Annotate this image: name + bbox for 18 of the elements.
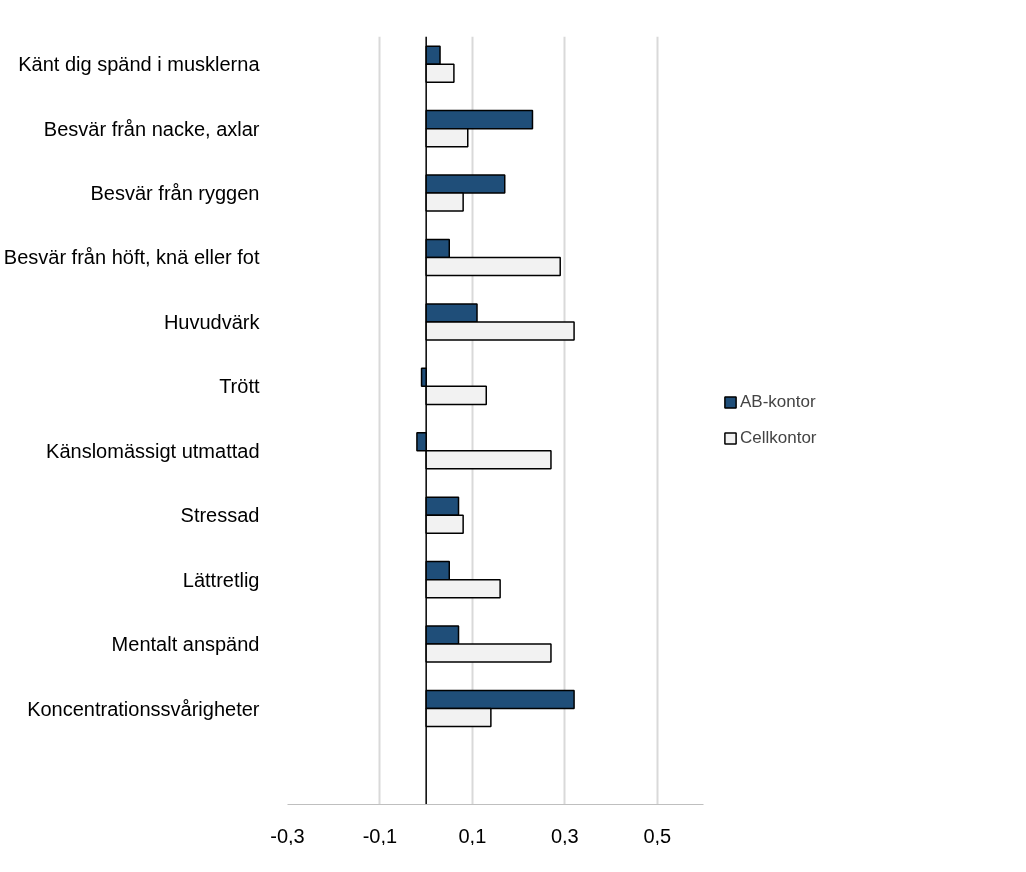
x-tick-label: -0,1	[362, 824, 398, 847]
y-tick-label: Lättretlig	[182, 568, 260, 591]
y-tick-label: Koncentrationssvårigheter	[27, 697, 260, 720]
y-tick-label: Känslomässigt utmattad	[46, 439, 260, 462]
legend-label: AB-kontor	[740, 392, 816, 412]
x-tick-label: -0,3	[270, 824, 305, 847]
x-tick-label: 0,1	[458, 824, 487, 847]
x-tick-label: 0,3	[550, 824, 579, 847]
y-tick-label: Stressad	[180, 504, 260, 527]
y-tick-label: Besvär från ryggen	[90, 182, 260, 205]
y-tick-label: Huvudvärk	[163, 310, 261, 333]
y-tick-label: Känt dig spänd i musklerna	[18, 53, 261, 76]
y-tick-label: Mentalt anspänd	[111, 633, 260, 656]
x-tick-label: 0,5	[643, 824, 672, 847]
y-tick-label: Besvär från nacke, axlar	[43, 117, 260, 140]
y-tick-label: Trött	[219, 375, 260, 398]
y-tick-label: Besvär från höft, knä eller fot	[3, 246, 260, 269]
legend-label: Cellkontor	[740, 428, 817, 448]
